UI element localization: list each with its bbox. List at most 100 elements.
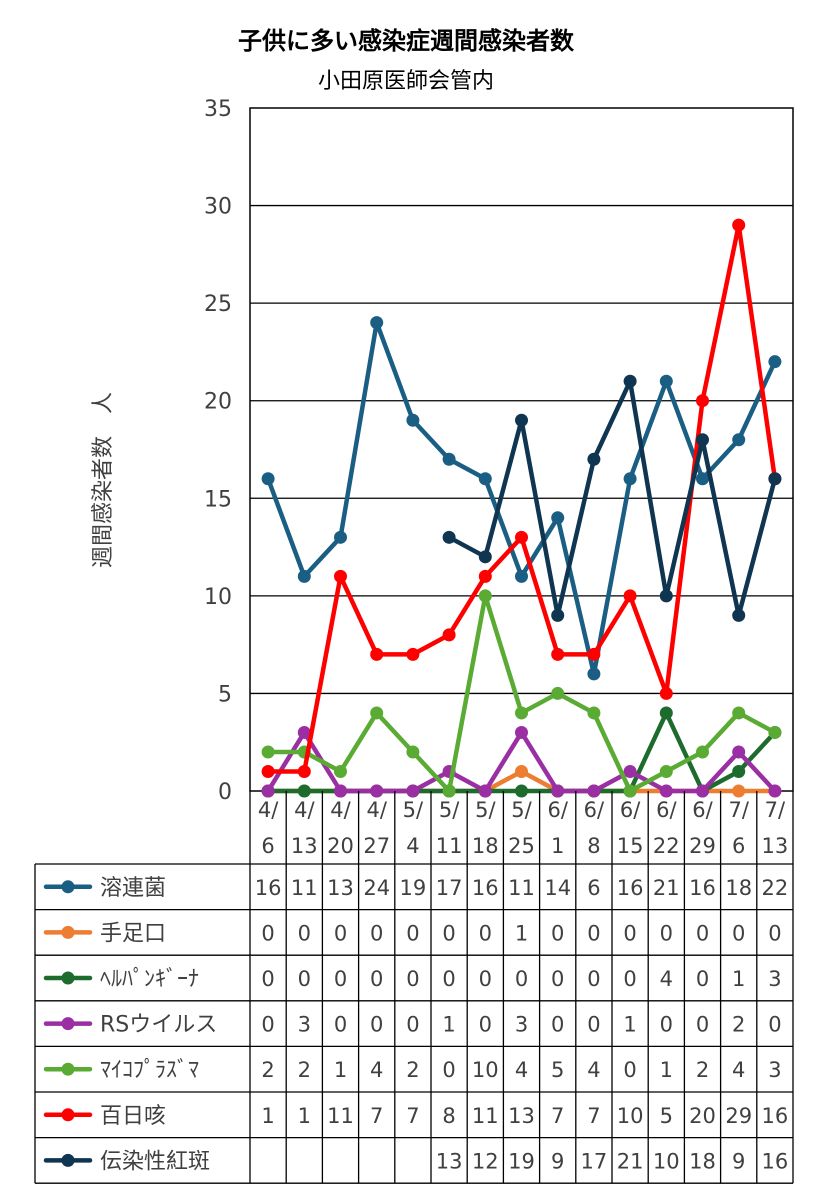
data-point <box>515 764 528 778</box>
table-cell-value: 1 <box>261 1104 274 1128</box>
table-cell-value: 29 <box>725 1104 752 1128</box>
x-tick-day: 15 <box>617 834 644 858</box>
data-point <box>442 784 456 798</box>
data-point <box>732 608 746 622</box>
data-point <box>587 667 601 681</box>
table-cell-value: 0 <box>370 921 383 945</box>
data-point <box>659 374 673 388</box>
data-point <box>261 745 275 759</box>
y-tick-label: 5 <box>218 682 232 707</box>
table-cell-value: 0 <box>442 967 455 991</box>
table-cell-value: 16 <box>617 876 644 900</box>
table-cell-value: 0 <box>442 921 455 945</box>
table-cell-value: 4 <box>515 1058 528 1082</box>
data-point <box>478 472 492 486</box>
x-tick-month: 4/ <box>294 798 315 822</box>
x-tick-day: 13 <box>762 834 789 858</box>
y-tick-label: 10 <box>204 585 232 610</box>
data-point <box>696 472 709 486</box>
table-cell-value: 0 <box>587 921 600 945</box>
table-cell-value: 20 <box>689 1104 716 1128</box>
series-line <box>446 378 778 618</box>
data-point <box>696 433 709 447</box>
chart-title: 子供に多い感染症週間感染者数 <box>238 27 575 55</box>
table-cell-value: 4 <box>587 1058 600 1082</box>
table-cell-value: 0 <box>261 921 274 945</box>
data-point <box>623 374 637 388</box>
data-point <box>515 413 528 427</box>
table-cell-value: 0 <box>696 921 709 945</box>
table-cell-value: 2 <box>696 1058 709 1082</box>
data-table: 4/64/134/204/275/45/115/185/256/16/86/15… <box>34 791 794 1184</box>
data-point <box>696 745 709 759</box>
data-point <box>551 647 565 661</box>
table-cell-value: 3 <box>768 1058 781 1082</box>
table-cell-value: 16 <box>255 876 282 900</box>
data-point <box>732 784 746 798</box>
table-cell-value: 0 <box>442 1058 455 1082</box>
x-tick-month: 4/ <box>330 798 351 822</box>
x-tick-month: 6/ <box>620 798 641 822</box>
legend-name: 百日咳 <box>100 1104 166 1129</box>
table-cell-value: 0 <box>479 967 492 991</box>
y-tick-label: 30 <box>204 195 232 220</box>
x-tick-day: 6 <box>261 834 274 858</box>
table-cell-value: 0 <box>732 921 745 945</box>
table-cell-value: 6 <box>587 876 600 900</box>
table-cell-value: 4 <box>732 1058 745 1082</box>
data-point <box>406 413 420 427</box>
table-cell-value: 7 <box>551 1104 564 1128</box>
data-point <box>768 725 782 739</box>
data-point <box>370 706 384 720</box>
table-cell-value: 17 <box>581 1149 608 1173</box>
table-cell-value: 0 <box>623 967 636 991</box>
table-cell-value: 0 <box>623 1058 636 1082</box>
table-cell-value: 0 <box>261 1013 274 1037</box>
table-cell-value: 0 <box>551 921 564 945</box>
data-point <box>623 784 637 798</box>
data-point <box>659 764 673 778</box>
table-cell-value: 0 <box>370 967 383 991</box>
data-point <box>587 647 601 661</box>
x-tick-month: 6/ <box>692 798 713 822</box>
data-point <box>515 784 528 798</box>
x-tick-day: 25 <box>508 834 535 858</box>
table-cell-value: 16 <box>689 876 716 900</box>
data-point <box>478 589 492 603</box>
table-cell-value: 11 <box>327 1104 354 1128</box>
data-point <box>659 589 673 603</box>
data-point <box>623 589 637 603</box>
data-point <box>370 784 384 798</box>
legend-key-marker <box>61 880 75 894</box>
x-tick-day: 6 <box>732 834 745 858</box>
y-tick-label: 0 <box>218 780 232 805</box>
table-cell-value: 16 <box>472 876 499 900</box>
data-point <box>478 569 492 583</box>
table-cell-value: 11 <box>472 1104 499 1128</box>
legend-key-marker <box>61 1108 75 1122</box>
data-point <box>297 764 311 778</box>
table-cell-value: 5 <box>551 1058 564 1082</box>
table-cell-value: 0 <box>768 921 781 945</box>
x-tick-day: 22 <box>653 834 680 858</box>
table-cell-value: 0 <box>406 967 419 991</box>
table-cell-value: 2 <box>406 1058 419 1082</box>
table-cell-value: 16 <box>762 1104 789 1128</box>
data-point <box>478 784 492 798</box>
x-tick-month: 6/ <box>656 798 677 822</box>
series-1 <box>261 316 782 681</box>
data-point <box>261 784 275 798</box>
table-cell-value: 0 <box>406 921 419 945</box>
table-cell-value: 0 <box>660 921 673 945</box>
data-point <box>587 706 601 720</box>
table-cell-value: 14 <box>544 876 571 900</box>
table-cell-value: 2 <box>261 1058 274 1082</box>
x-tick-month: 6/ <box>547 798 568 822</box>
table-cell-value: 1 <box>515 921 528 945</box>
table-cell-value: 16 <box>762 1149 789 1173</box>
table-cell-value: 10 <box>617 1104 644 1128</box>
y-axis-label: 週間感染者数 人 <box>91 392 116 568</box>
data-point <box>442 530 456 544</box>
data-point <box>659 706 673 720</box>
table-cell-value: 10 <box>472 1058 499 1082</box>
